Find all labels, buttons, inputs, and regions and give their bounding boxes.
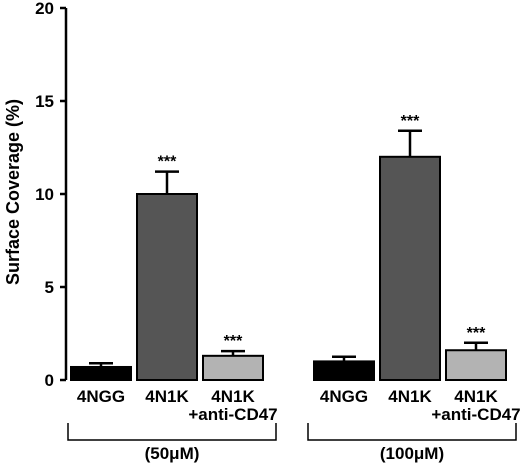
y-tick-label: 20: [35, 0, 54, 18]
significance-label: ***: [401, 113, 420, 130]
category-label: +anti-CD47: [431, 405, 520, 424]
bar-1-1: [70, 365, 132, 382]
group-label: (100μM): [380, 444, 444, 463]
bars: *** *** *** ***: [70, 113, 507, 382]
category-label: +anti-CD47: [188, 405, 277, 424]
group-bracket: [67, 423, 277, 441]
bar-1-3: [202, 354, 264, 382]
y-axis: 0 5 10 15 20: [35, 0, 68, 390]
bar-2-2: [379, 155, 441, 381]
significance-label: ***: [467, 325, 486, 342]
bar-1-2: [136, 193, 198, 381]
y-tick-label: 5: [45, 278, 54, 297]
y-tick-label: 15: [35, 92, 54, 111]
category-label: 4N1K: [388, 387, 432, 406]
group-bracket: [307, 423, 517, 441]
group-label: (50μM): [145, 444, 200, 463]
y-tick-label: 10: [35, 185, 54, 204]
group-brackets: (50μM) (100μM): [67, 423, 517, 463]
significance-label: ***: [224, 333, 243, 350]
significance-label: ***: [158, 154, 177, 171]
category-label: 4N1K: [145, 387, 189, 406]
category-label: 4N1K: [454, 387, 498, 406]
y-tick-label: 0: [45, 371, 54, 390]
y-axis-title: Surface Coverage (%): [3, 99, 23, 285]
category-label: 4NGG: [77, 387, 125, 406]
bar-2-1: [313, 360, 375, 381]
category-label: 4N1K: [211, 387, 255, 406]
category-label: 4NGG: [320, 387, 368, 406]
bar-2-3: [445, 349, 507, 381]
